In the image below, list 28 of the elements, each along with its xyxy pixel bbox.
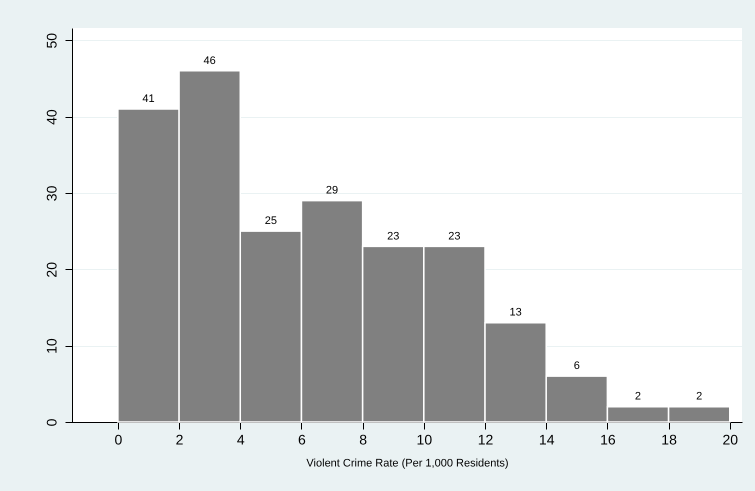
x-tick-label: 2: [176, 432, 184, 448]
x-axis-title: Violent Crime Rate (Per 1,000 Residents): [306, 458, 509, 470]
y-tick-label: 10: [44, 338, 60, 354]
x-tick-label: 20: [722, 432, 738, 448]
y-tick-label: 20: [44, 262, 60, 278]
data-label: 23: [448, 230, 461, 242]
y-tick-label: 30: [44, 185, 60, 202]
x-tick-label: 18: [661, 432, 678, 448]
x-tick-label: 0: [114, 432, 122, 448]
data-label: 41: [142, 92, 155, 105]
x-tick-label: 4: [236, 432, 245, 448]
data-label: 2: [634, 390, 642, 403]
y-tick-label: 0: [44, 418, 60, 426]
x-tick-label: 16: [600, 432, 616, 448]
x-tick-label: 14: [538, 432, 555, 448]
y-tick-label: 50: [44, 32, 60, 49]
x-tick-label: 10: [416, 432, 432, 448]
x-tick-label: 12: [478, 432, 494, 448]
data-label: 2: [696, 390, 702, 403]
data-label: 25: [264, 215, 277, 228]
x-tick-label: 8: [359, 432, 368, 448]
x-tick-label: 6: [298, 432, 306, 448]
data-label: 29: [326, 184, 338, 197]
data-label: 23: [387, 230, 400, 242]
data-label: 6: [574, 360, 580, 372]
data-label: 13: [509, 306, 522, 319]
y-tick-label: 40: [44, 109, 60, 125]
data-label: 46: [204, 54, 216, 67]
